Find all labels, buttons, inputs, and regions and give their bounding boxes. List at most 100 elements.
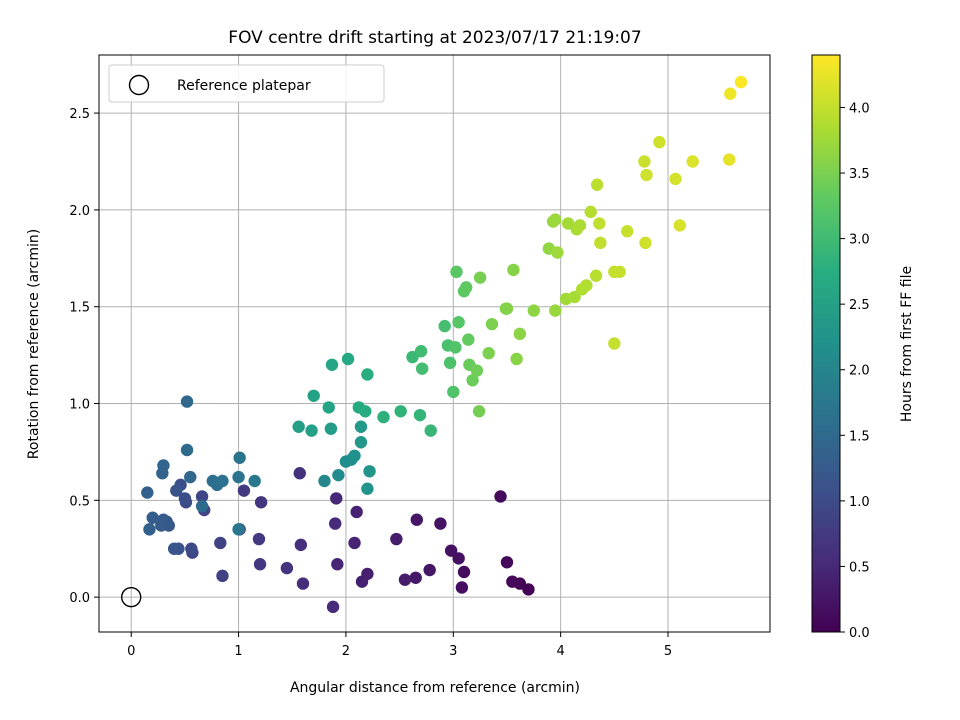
data-point — [292, 420, 305, 433]
data-point — [296, 577, 310, 590]
data-point — [167, 542, 181, 555]
data-point — [141, 486, 154, 499]
data-point — [394, 405, 407, 418]
legend: Reference platepar — [108, 64, 385, 103]
data-point — [590, 178, 604, 191]
data-point — [305, 424, 318, 437]
data-point — [568, 290, 581, 304]
data-point — [377, 410, 390, 424]
data-point — [293, 467, 306, 480]
legend-marker — [128, 74, 150, 96]
y-tick-label: 1.5 — [69, 301, 90, 316]
x-tick-label: 4 — [557, 644, 565, 659]
data-point — [485, 317, 499, 331]
data-point — [341, 352, 355, 366]
data-point — [434, 517, 447, 530]
data-point — [506, 575, 519, 588]
colorbar-gradient — [811, 54, 841, 633]
data-point — [513, 327, 527, 341]
data-point — [470, 364, 484, 377]
y-axis-ticks: 0.0 0.5 1.0 1.5 2.0 2.5 — [69, 107, 99, 606]
legend-box — [108, 64, 385, 103]
data-point — [639, 236, 652, 250]
data-point — [232, 470, 245, 484]
data-point — [307, 389, 320, 402]
data-point — [348, 536, 361, 550]
data-point — [444, 544, 458, 557]
data-point — [325, 358, 339, 371]
data-point — [361, 482, 374, 495]
colorbar-tick-label: 1.5 — [849, 429, 870, 444]
data-point — [457, 565, 471, 579]
data-point — [326, 600, 340, 614]
data-point — [594, 236, 607, 250]
data-point — [527, 304, 541, 317]
data-point — [332, 468, 345, 482]
y-axis-title: Rotation from reference (arcmin) — [26, 229, 42, 459]
data-point — [466, 374, 479, 387]
data-point — [280, 561, 294, 575]
data-point — [686, 155, 699, 168]
colorbar: 0.0 0.5 1.0 1.5 2.0 2.5 3.0 3.5 4.0 Hours from f… — [811, 54, 915, 641]
data-point — [359, 405, 372, 418]
data-point — [482, 346, 495, 360]
x-axis-title: Angular distance from reference (arcmin) — [290, 680, 580, 696]
data-point — [294, 538, 308, 552]
data-point — [146, 511, 159, 524]
data-point — [237, 484, 251, 497]
x-tick-label: 0 — [127, 644, 135, 659]
y-tick-label: 0.0 — [69, 591, 90, 606]
data-point — [452, 552, 465, 565]
data-point — [424, 424, 437, 437]
data-point — [613, 265, 626, 279]
plot-frame — [98, 54, 771, 633]
data-point — [409, 571, 422, 584]
data-point — [328, 517, 342, 530]
data-point — [232, 523, 245, 536]
data-point — [423, 563, 436, 577]
data-point — [324, 422, 338, 435]
data-point — [180, 443, 194, 457]
colorbar-tick-label: 4.0 — [849, 101, 870, 116]
colorbar-title: Hours from first FF file — [899, 266, 915, 422]
data-point — [390, 532, 403, 546]
data-point — [414, 345, 428, 358]
data-point — [322, 401, 335, 414]
colorbar-tick-label: 2.5 — [849, 298, 870, 313]
data-point — [195, 499, 209, 513]
data-point — [673, 219, 687, 232]
legend-label: Reference platepar — [177, 78, 311, 94]
data-point — [252, 532, 266, 546]
data-point — [254, 496, 268, 509]
data-point — [653, 135, 666, 149]
data-point — [330, 492, 343, 505]
data-point — [589, 269, 603, 282]
data-point — [449, 341, 462, 354]
data-point — [507, 263, 520, 277]
data-point — [510, 352, 523, 366]
colorbar-tick-label: 2.0 — [849, 364, 870, 379]
data-point — [549, 304, 562, 317]
data-point — [214, 536, 227, 550]
data-point — [354, 436, 368, 449]
data-point — [216, 569, 229, 583]
data-point — [608, 337, 621, 350]
data-point — [195, 490, 209, 503]
data-point — [494, 490, 507, 503]
data-point — [621, 224, 634, 238]
data-point — [354, 420, 368, 433]
data-point — [549, 213, 562, 226]
data-point — [500, 556, 514, 569]
x-tick-label: 1 — [234, 644, 242, 659]
colorbar-tick-label: 1.0 — [849, 495, 870, 510]
data-point — [361, 368, 374, 381]
data-point — [472, 405, 486, 418]
colorbar-ticks: 0.0 0.5 1.0 1.5 2.0 2.5 3.0 3.5 4.0 — [840, 101, 870, 641]
data-point — [143, 523, 156, 536]
data-point — [184, 470, 197, 484]
x-tick-label: 5 — [664, 644, 672, 659]
data-point — [398, 573, 412, 586]
data-point — [573, 219, 587, 232]
data-point — [455, 581, 469, 594]
data-point — [640, 168, 653, 182]
